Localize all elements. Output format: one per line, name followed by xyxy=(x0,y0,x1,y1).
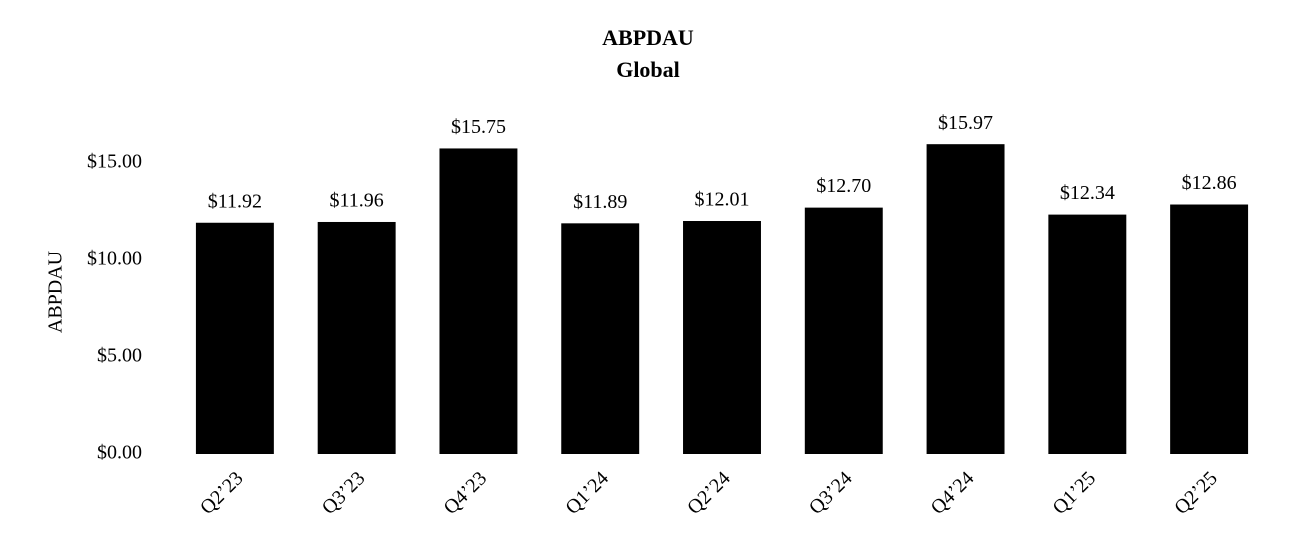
bar xyxy=(1170,204,1249,454)
chart-subtitle: Global xyxy=(616,57,680,82)
bar xyxy=(439,148,518,454)
chart-title: ABPDAU xyxy=(602,25,694,50)
value-label: $12.34 xyxy=(1060,182,1115,204)
value-label: $15.97 xyxy=(938,112,993,134)
x-tick-label: Q2’23 xyxy=(196,467,248,519)
y-tick-label: $10.00 xyxy=(87,248,142,270)
value-label: $11.96 xyxy=(330,190,384,212)
bar xyxy=(926,144,1005,454)
x-tick-label: Q2’24 xyxy=(683,467,735,519)
bar xyxy=(804,207,883,454)
value-label: $15.75 xyxy=(451,116,506,138)
y-tick-label: $15.00 xyxy=(87,151,142,173)
value-label: $12.70 xyxy=(816,175,871,197)
bar xyxy=(561,223,640,454)
x-tick-label: Q1’25 xyxy=(1048,467,1100,519)
x-tick-label: Q3’23 xyxy=(318,467,370,519)
value-label: $11.89 xyxy=(573,191,627,213)
x-tick-label: Q4’24 xyxy=(927,467,979,519)
bar xyxy=(317,221,396,454)
bar xyxy=(1048,214,1127,454)
y-axis-label: ABPDAU xyxy=(45,250,67,333)
y-tick-label: $5.00 xyxy=(97,345,142,367)
bar xyxy=(195,222,274,454)
value-label: $12.86 xyxy=(1182,172,1237,194)
x-tick-label: Q3’24 xyxy=(805,467,857,519)
x-tick-label: Q4’23 xyxy=(440,467,492,519)
value-label: $12.01 xyxy=(695,189,750,211)
x-tick-label: Q1’24 xyxy=(561,467,613,519)
bar xyxy=(683,221,761,454)
value-label: $11.92 xyxy=(208,190,262,212)
y-tick-label: $0.00 xyxy=(97,442,142,464)
x-tick-label: Q2’25 xyxy=(1170,467,1222,519)
